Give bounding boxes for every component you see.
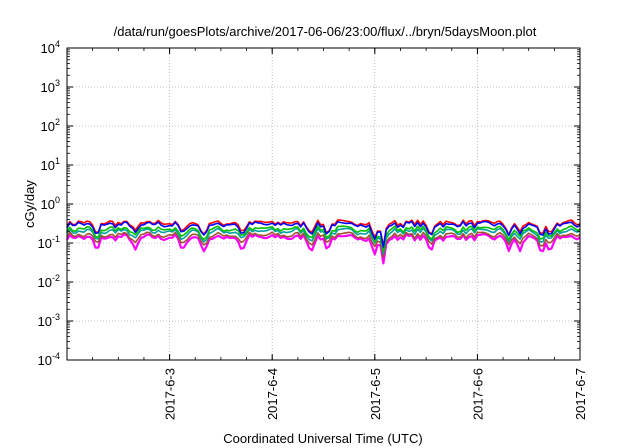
y-tick-label: 101 bbox=[41, 156, 60, 173]
y-tick-label: 100 bbox=[41, 195, 60, 212]
x-tick-label: 2017-6-6 bbox=[470, 368, 485, 420]
series-line bbox=[66, 220, 581, 248]
x-tick-label: 2017-6-3 bbox=[163, 368, 178, 420]
plot-frame bbox=[66, 47, 581, 361]
y-tick-label: 10-3 bbox=[38, 312, 60, 329]
y-axis: 10-4 10-3 10-2 10-1 100 101 102 103 104 bbox=[38, 39, 580, 368]
y-tick-label: 10-2 bbox=[38, 273, 60, 290]
grid bbox=[67, 48, 580, 360]
x-axis-label: Coordinated Universal Time (UTC) bbox=[223, 431, 422, 446]
x-tick-label: 2017-6-4 bbox=[265, 368, 280, 420]
y-tick-label: 103 bbox=[41, 78, 60, 95]
y-tick-label: 104 bbox=[41, 39, 60, 56]
y-tick-label: 10-1 bbox=[38, 234, 60, 251]
x-tick-label: 2017-6-5 bbox=[368, 368, 383, 420]
y-axis-label: cGy/day bbox=[22, 180, 37, 228]
y-tick-label: 10-4 bbox=[38, 351, 60, 368]
y-tick-label: 102 bbox=[41, 117, 60, 134]
chart-title: /data/run/goesPlots/archive/2017-06-06/2… bbox=[114, 24, 537, 39]
x-tick-label: 2017-6-7 bbox=[573, 368, 588, 420]
series-line bbox=[66, 233, 581, 265]
series-line bbox=[66, 225, 581, 253]
series-layer bbox=[66, 219, 581, 265]
x-axis: 2017-6-3 2017-6-4 2017-6-5 2017-6-6 2017-6-7 bbox=[66, 48, 588, 420]
series-line bbox=[66, 231, 581, 258]
